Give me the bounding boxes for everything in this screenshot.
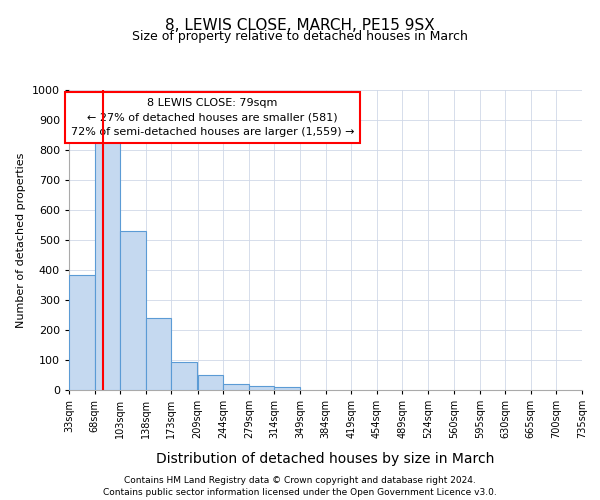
Bar	[249, 386, 274, 390]
Bar	[69, 274, 95, 390]
Text: Contains public sector information licensed under the Open Government Licence v3: Contains public sector information licen…	[103, 488, 497, 497]
Bar	[120, 231, 146, 390]
Bar	[223, 384, 249, 390]
Text: 8, LEWIS CLOSE, MARCH, PE15 9SX: 8, LEWIS CLOSE, MARCH, PE15 9SX	[165, 18, 435, 32]
Bar	[172, 362, 197, 390]
Y-axis label: Number of detached properties: Number of detached properties	[16, 152, 26, 328]
Bar	[146, 318, 172, 390]
Text: 8 LEWIS CLOSE: 79sqm
← 27% of detached houses are smaller (581)
72% of semi-deta: 8 LEWIS CLOSE: 79sqm ← 27% of detached h…	[71, 98, 355, 137]
Bar	[95, 141, 120, 390]
Bar	[197, 375, 223, 390]
X-axis label: Distribution of detached houses by size in March: Distribution of detached houses by size …	[157, 452, 494, 466]
Bar	[274, 387, 300, 390]
Text: Contains HM Land Registry data © Crown copyright and database right 2024.: Contains HM Land Registry data © Crown c…	[124, 476, 476, 485]
Text: Size of property relative to detached houses in March: Size of property relative to detached ho…	[132, 30, 468, 43]
